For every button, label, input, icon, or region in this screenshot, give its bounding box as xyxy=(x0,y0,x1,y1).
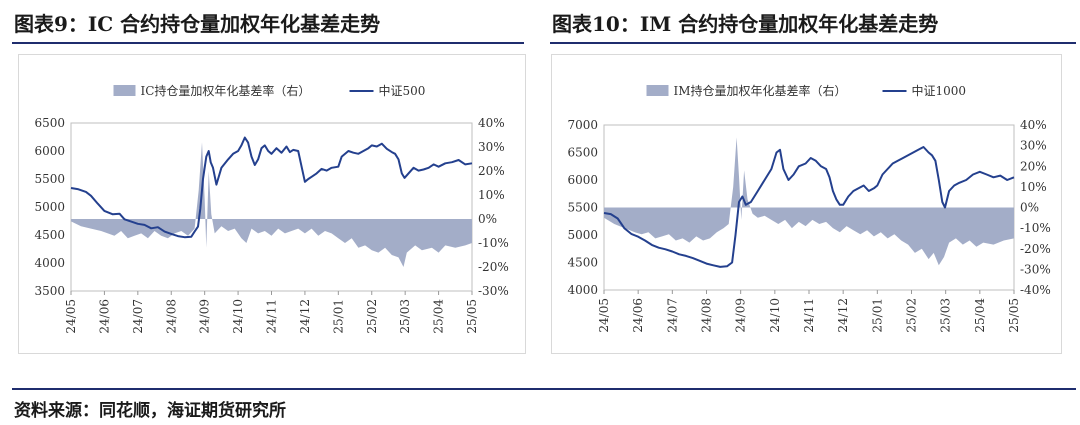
legend-line-label: 中证500 xyxy=(379,83,426,98)
right-axis-tick-label: -30% xyxy=(478,284,509,298)
x-axis-tick-label: 25/04 xyxy=(432,299,446,334)
basis-rate-area xyxy=(604,137,1014,266)
x-axis-tick-label: 24/11 xyxy=(802,298,816,333)
left-axis-tick-label: 5500 xyxy=(34,172,65,186)
left-axis-tick-label: 6000 xyxy=(34,144,65,158)
left-axis-tick-label: 3500 xyxy=(34,284,65,298)
right-chart: 4000 4500 5000 5500 6000 6500 7000 -40% -30% -20%… xyxy=(567,83,1051,333)
left-axis-tick-label: 7000 xyxy=(567,118,598,132)
x-axis-tick-label: 24/08 xyxy=(164,299,178,334)
left-chart-panel: 3500 4000 4500 5000 5500 6000 6500 -30% -20% -10%… xyxy=(18,54,526,354)
right-axis-tick-label: 20% xyxy=(1020,159,1047,173)
left-axis-tick-label: 6000 xyxy=(567,173,598,187)
right-axis-tick-label: -10% xyxy=(478,236,509,250)
legend-area-label: IM持仓量加权年化基差率（右） xyxy=(674,83,847,98)
x-axis-tick-label: 24/05 xyxy=(597,298,611,333)
x-axis-tick-label: 25/03 xyxy=(939,298,953,333)
legend-line-label: 中证1000 xyxy=(912,83,967,98)
x-axis-tick-label: 24/10 xyxy=(768,298,782,333)
left-chart-title: 图表9：IC 合约持仓量加权年化基差走势 xyxy=(14,12,381,36)
basis-rate-area xyxy=(71,142,472,267)
right-axis-tick-label: 40% xyxy=(478,116,505,130)
x-axis-tick-label: 25/05 xyxy=(465,299,479,334)
right-axis-tick-label: -40% xyxy=(1020,283,1051,297)
x-axis-tick-label: 24/07 xyxy=(665,298,679,333)
right-axis-tick-label: 30% xyxy=(478,140,505,154)
right-axis-tick-label: 0% xyxy=(478,212,497,226)
x-axis-tick-label: 25/01 xyxy=(331,299,345,334)
index-line xyxy=(603,146,1015,268)
left-axis-tick-label: 4500 xyxy=(567,256,598,270)
right-axis-tick-label: 10% xyxy=(1020,180,1047,194)
bottom-rule xyxy=(12,388,1076,390)
left-chart: 3500 4000 4500 5000 5500 6000 6500 -30% -20% -10%… xyxy=(34,83,509,334)
right-axis-tick-label: -20% xyxy=(478,260,509,274)
x-axis-tick-label: 24/08 xyxy=(700,298,714,333)
x-axis-tick-label: 24/07 xyxy=(131,299,145,334)
right-axis-tick-label: 30% xyxy=(1020,139,1047,153)
x-axis-tick-label: 25/04 xyxy=(973,298,987,333)
right-axis-tick-label: -20% xyxy=(1020,242,1051,256)
right-axis-tick-label: -10% xyxy=(1020,221,1051,235)
left-axis-tick-label: 5000 xyxy=(567,228,598,242)
left-axis-tick-label: 6500 xyxy=(34,116,65,130)
x-axis-tick-label: 25/02 xyxy=(365,299,379,334)
left-axis-tick-label: 5500 xyxy=(567,201,598,215)
x-axis-tick-label: 25/02 xyxy=(905,298,919,333)
x-axis-tick-label: 24/06 xyxy=(631,298,645,333)
right-chart-panel: 4000 4500 5000 5500 6000 6500 7000 -40% -30% -20%… xyxy=(551,54,1062,354)
x-axis-tick-label: 25/01 xyxy=(870,298,884,333)
x-axis-tick-label: 24/11 xyxy=(265,299,279,334)
x-axis-tick-label: 25/05 xyxy=(1007,298,1021,333)
legend-area-swatch xyxy=(646,85,669,96)
plot-frame xyxy=(70,122,473,292)
left-axis-tick-label: 5000 xyxy=(34,200,65,214)
left-axis-tick-label: 4000 xyxy=(567,283,598,297)
legend-area-label: IC持仓量加权年化基差率（右） xyxy=(141,83,311,98)
left-axis-tick-label: 4500 xyxy=(34,228,65,242)
x-axis-tick-label: 24/12 xyxy=(298,299,312,334)
x-axis-tick-label: 24/09 xyxy=(734,298,748,333)
legend-area-swatch xyxy=(113,85,136,96)
left-title-rule xyxy=(12,42,524,44)
right-axis-tick-label: -30% xyxy=(1020,262,1051,276)
left-axis-tick-label: 6500 xyxy=(567,146,598,160)
left-axis-tick-label: 4000 xyxy=(34,256,65,270)
right-axis-tick-label: 20% xyxy=(478,164,505,178)
index-line xyxy=(70,136,473,239)
x-axis-tick-label: 24/09 xyxy=(198,299,212,334)
right-axis-tick-label: 10% xyxy=(478,188,505,202)
right-chart-title: 图表10：IM 合约持仓量加权年化基差走势 xyxy=(552,12,939,36)
x-axis-tick-label: 24/12 xyxy=(836,298,850,333)
right-axis-tick-label: 0% xyxy=(1020,201,1039,215)
right-title-rule xyxy=(550,42,1076,44)
x-axis-tick-label: 24/10 xyxy=(231,299,245,334)
source-note: 资料来源：同花顺，海证期货研究所 xyxy=(14,401,286,421)
x-axis-tick-label: 25/03 xyxy=(398,299,412,334)
right-axis-tick-label: 40% xyxy=(1020,118,1047,132)
x-axis-tick-label: 24/06 xyxy=(97,299,111,334)
x-axis-tick-label: 24/05 xyxy=(64,299,78,334)
